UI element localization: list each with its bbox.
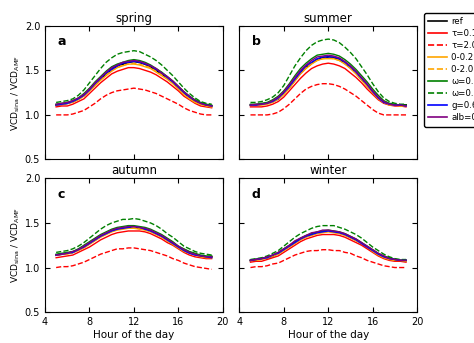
- X-axis label: Hour of the day: Hour of the day: [288, 330, 369, 340]
- Text: d: d: [252, 188, 261, 201]
- Title: winter: winter: [310, 164, 347, 177]
- Text: b: b: [252, 35, 261, 48]
- X-axis label: Hour of the day: Hour of the day: [93, 330, 174, 340]
- Text: a: a: [57, 35, 66, 48]
- Title: autumn: autumn: [111, 164, 157, 177]
- Y-axis label: VCD$_{\mathregular{sina}}$ / VCD$_{\mathregular{AMF}}$: VCD$_{\mathregular{sina}}$ / VCD$_{\math…: [9, 55, 22, 131]
- Text: c: c: [57, 188, 65, 201]
- Legend: ref, τ=0.1, τ=2.0, 0-0.2 km, 0-2.0 km, ω=0.85, ω=0.95, g=0.68, alb=0.1: ref, τ=0.1, τ=2.0, 0-0.2 km, 0-2.0 km, ω…: [424, 13, 474, 127]
- Title: spring: spring: [115, 12, 153, 25]
- Title: summer: summer: [304, 12, 353, 25]
- Y-axis label: VCD$_{\mathregular{sina}}$ / VCD$_{\mathregular{AMF}}$: VCD$_{\mathregular{sina}}$ / VCD$_{\math…: [9, 207, 22, 283]
